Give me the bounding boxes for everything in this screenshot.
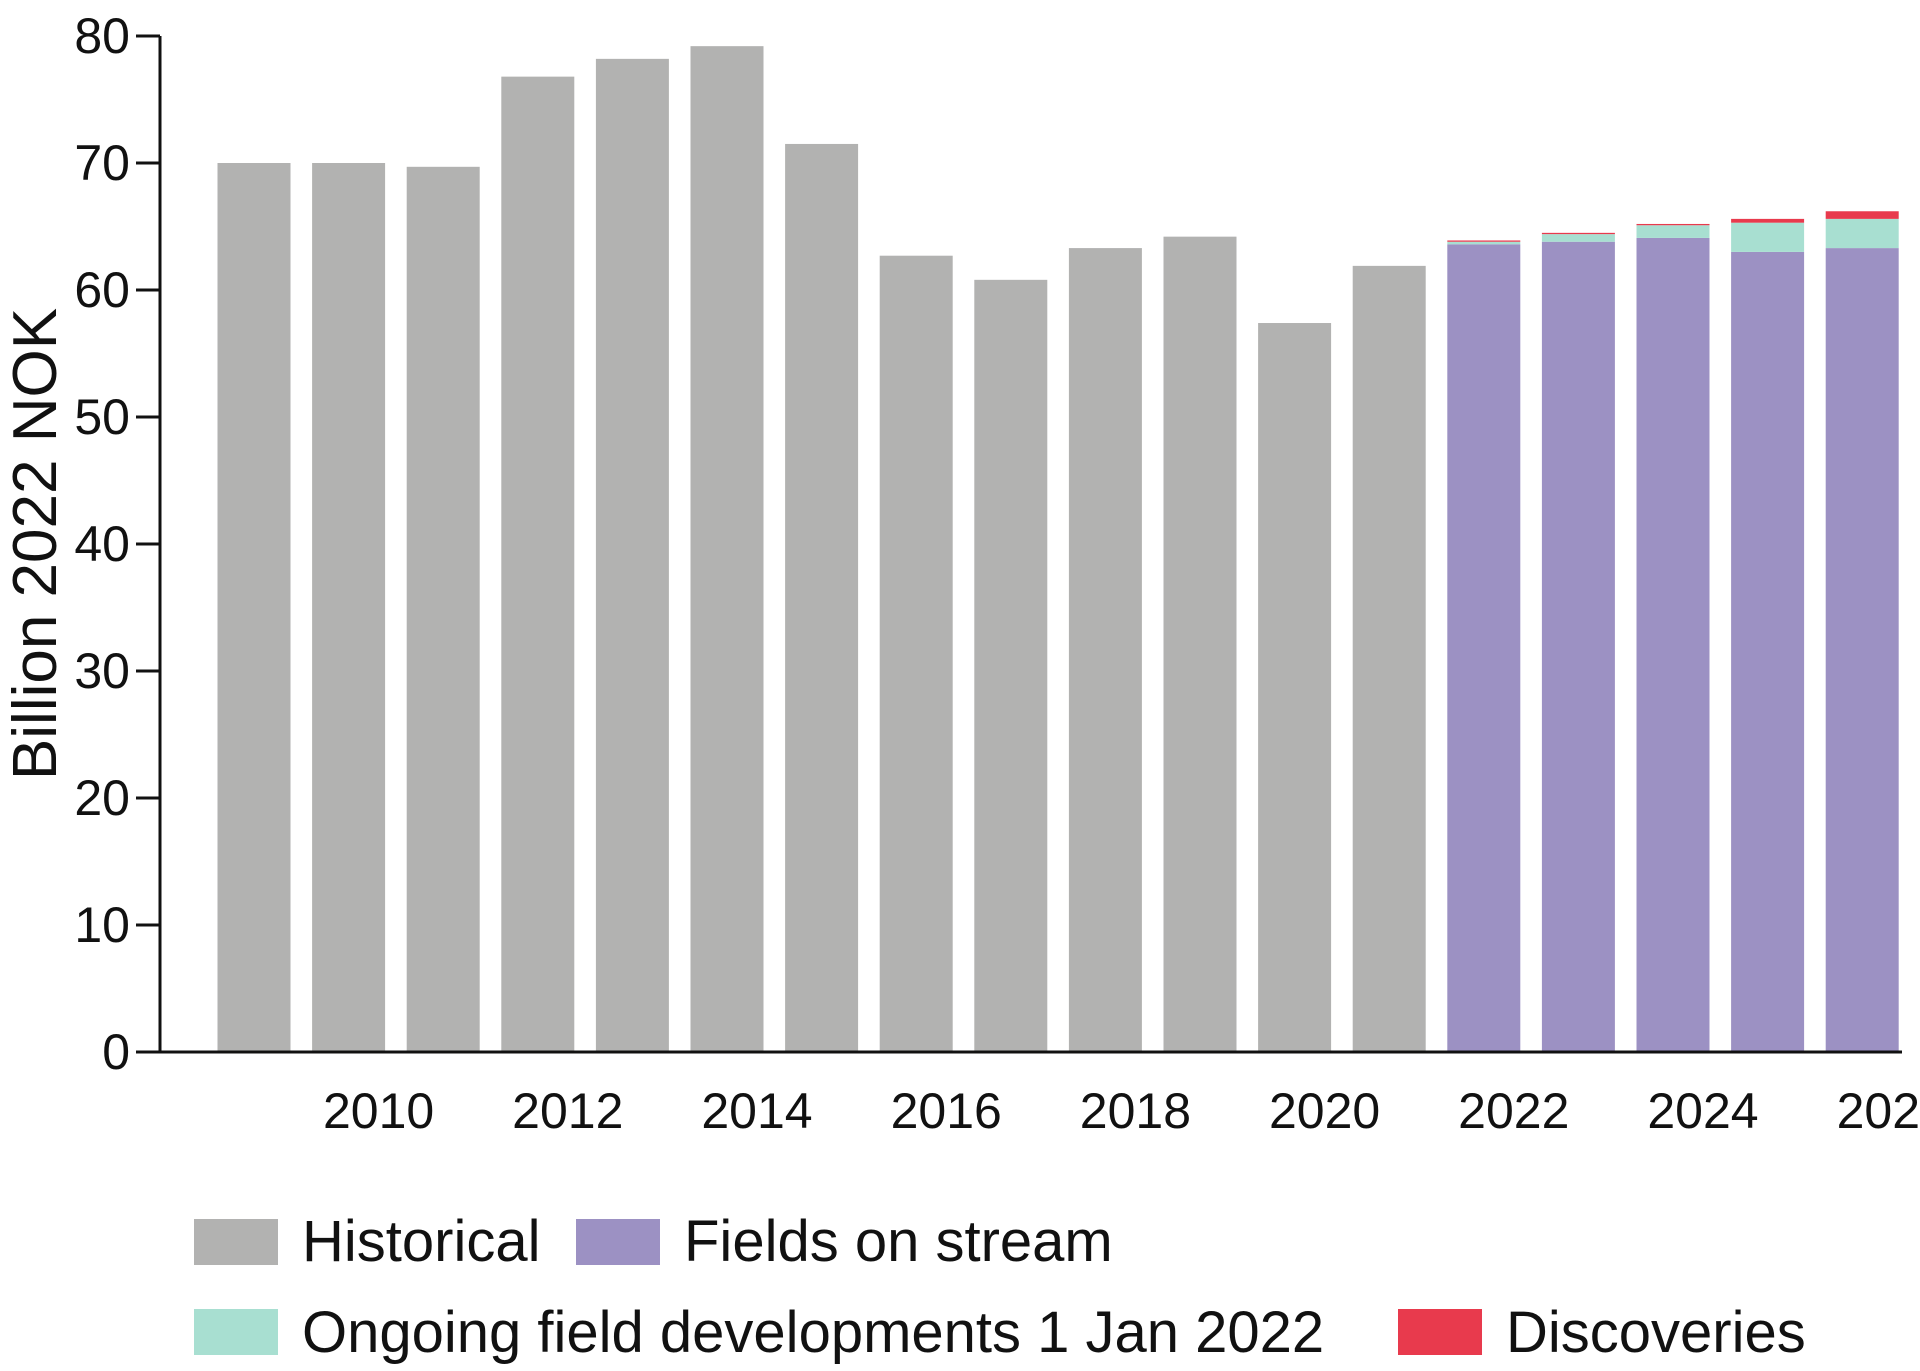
legend-swatch-0	[194, 1219, 278, 1265]
legend: Historical Fields on stream Ongoing field …	[194, 1209, 1806, 1365]
bar-2024-series-2	[1636, 225, 1710, 238]
x-tick-label-2012: 2012	[512, 1083, 623, 1139]
x-tick-label-2018: 2018	[1080, 1083, 1191, 1139]
bar-2025-series-1	[1731, 251, 1805, 1052]
bar-2022-series-2	[1447, 241, 1521, 245]
bar-2017-series-0	[974, 279, 1048, 1053]
bar-2014-series-0	[690, 46, 764, 1053]
bar-2026-series-1	[1825, 248, 1899, 1053]
bar-2012-series-0	[501, 76, 575, 1052]
bar-2024-series-3	[1636, 223, 1710, 226]
bar-2021-series-0	[1352, 265, 1426, 1052]
x-tick-label-2026: 2026	[1837, 1083, 1920, 1139]
bar-2010-series-0	[312, 163, 386, 1052]
bar-2009-series-0	[217, 163, 291, 1052]
x-tick-label-2010: 2010	[323, 1083, 434, 1139]
bar-2023-series-1	[1541, 241, 1615, 1053]
x-tick-label-2020: 2020	[1269, 1083, 1380, 1139]
bar-2026-series-3	[1825, 211, 1899, 219]
legend-label-1: Fields on stream	[684, 1209, 1113, 1274]
axes-layer: 0 10 20 30 40 50 60 70 80 2010 2012 2014 2016 2018 202…	[1, 8, 1920, 1139]
x-tick-label-2014: 2014	[701, 1083, 812, 1139]
x-tick-label-2016: 2016	[891, 1083, 1002, 1139]
bar-2019-series-0	[1163, 236, 1237, 1052]
legend-swatch-1	[576, 1219, 660, 1265]
bar-2025-series-3	[1731, 218, 1805, 223]
legend-label-2: Ongoing field developments 1 Jan 2022	[302, 1300, 1324, 1365]
y-tick-label-50: 50	[74, 389, 130, 445]
bar-2025-series-2	[1731, 222, 1805, 252]
legend-label-3: Discoveries	[1506, 1300, 1806, 1365]
y-tick-label-30: 30	[74, 643, 130, 699]
bar-2013-series-0	[595, 58, 669, 1053]
legend-swatch-2	[194, 1309, 278, 1355]
y-axis-title: Billion 2022 NOK	[1, 308, 70, 780]
y-tick-label-70: 70	[74, 135, 130, 191]
bar-2022-series-3	[1447, 240, 1521, 242]
bar-2018-series-0	[1068, 248, 1142, 1053]
y-tick-label-80: 80	[74, 8, 130, 64]
bar-2023-series-2	[1541, 234, 1615, 242]
bar-2011-series-0	[406, 166, 480, 1052]
bar-2016-series-0	[879, 255, 953, 1052]
legend-label-0: Historical	[302, 1209, 541, 1274]
bar-2020-series-0	[1258, 323, 1332, 1052]
bar-2026-series-2	[1825, 218, 1899, 249]
bar-2023-series-3	[1541, 232, 1615, 235]
y-tick-label-0: 0	[102, 1024, 130, 1080]
y-tick-label-60: 60	[74, 262, 130, 318]
y-tick-label-40: 40	[74, 516, 130, 572]
bar-2024-series-1	[1636, 237, 1710, 1052]
x-tick-label-2024: 2024	[1647, 1083, 1758, 1139]
bar-2015-series-0	[785, 143, 859, 1052]
legend-swatch-3	[1398, 1309, 1482, 1355]
y-tick-label-10: 10	[74, 897, 130, 953]
bars-layer	[217, 46, 1899, 1053]
bar-2022-series-1	[1447, 244, 1521, 1052]
y-tick-label-20: 20	[74, 770, 130, 826]
x-tick-label-2022: 2022	[1458, 1083, 1569, 1139]
